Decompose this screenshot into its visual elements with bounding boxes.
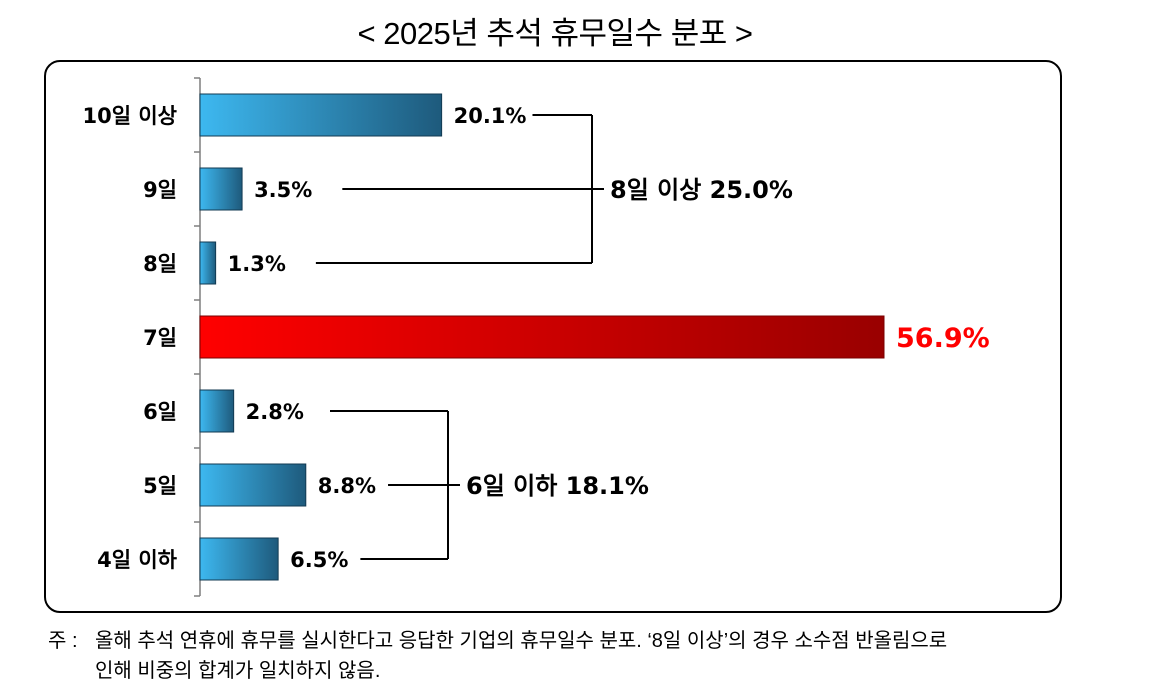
groups-layer: 8일 이상 25.0% 6일 이하 18.1% xyxy=(315,114,793,560)
group-label: 8일 이상 25.0% xyxy=(610,176,793,204)
bar xyxy=(199,537,279,581)
group-label: 6일 이하 18.1% xyxy=(466,472,649,500)
chart-frame xyxy=(44,60,1062,613)
bars-layer xyxy=(199,93,885,581)
category-label: 9일 xyxy=(143,178,177,202)
axis-layer xyxy=(194,77,201,597)
bar xyxy=(199,167,243,211)
value-label: 1.3% xyxy=(228,252,286,276)
footnote-prefix: 주 : xyxy=(48,630,78,652)
value-label: 3.5% xyxy=(254,178,312,202)
bar xyxy=(199,241,217,285)
category-label: 4일 이하 xyxy=(97,548,178,572)
category-label: 7일 xyxy=(143,326,177,350)
value-label: 56.9% xyxy=(896,323,990,354)
category-label: 5일 xyxy=(143,474,177,498)
bar xyxy=(199,93,443,137)
chart-title: < 2025년 추석 휴무일수 분포 > xyxy=(357,16,753,51)
footnote-line-1: 올해 추석 연휴에 휴무를 실시한다고 응답한 기업의 휴무일수 분포. ‘8일… xyxy=(95,630,948,652)
bar xyxy=(199,463,307,507)
value-label: 6.5% xyxy=(290,548,348,572)
category-label: 10일 이상 xyxy=(83,104,178,128)
value-label: 20.1% xyxy=(454,104,527,128)
category-label: 8일 xyxy=(143,252,177,276)
bar xyxy=(199,315,885,359)
value-label: 2.8% xyxy=(246,400,304,424)
category-label: 6일 xyxy=(143,400,177,424)
bar xyxy=(199,389,235,433)
value-label: 8.8% xyxy=(318,474,376,498)
labels-layer: 10일 이상 20.1% 9일 3.5% 8일 1.3% 7일 56.9% 6일 2.8% 5일 8.… xyxy=(83,104,990,572)
footnote-line-2: 인해 비중의 합계가 일치하지 않음. xyxy=(95,660,381,682)
